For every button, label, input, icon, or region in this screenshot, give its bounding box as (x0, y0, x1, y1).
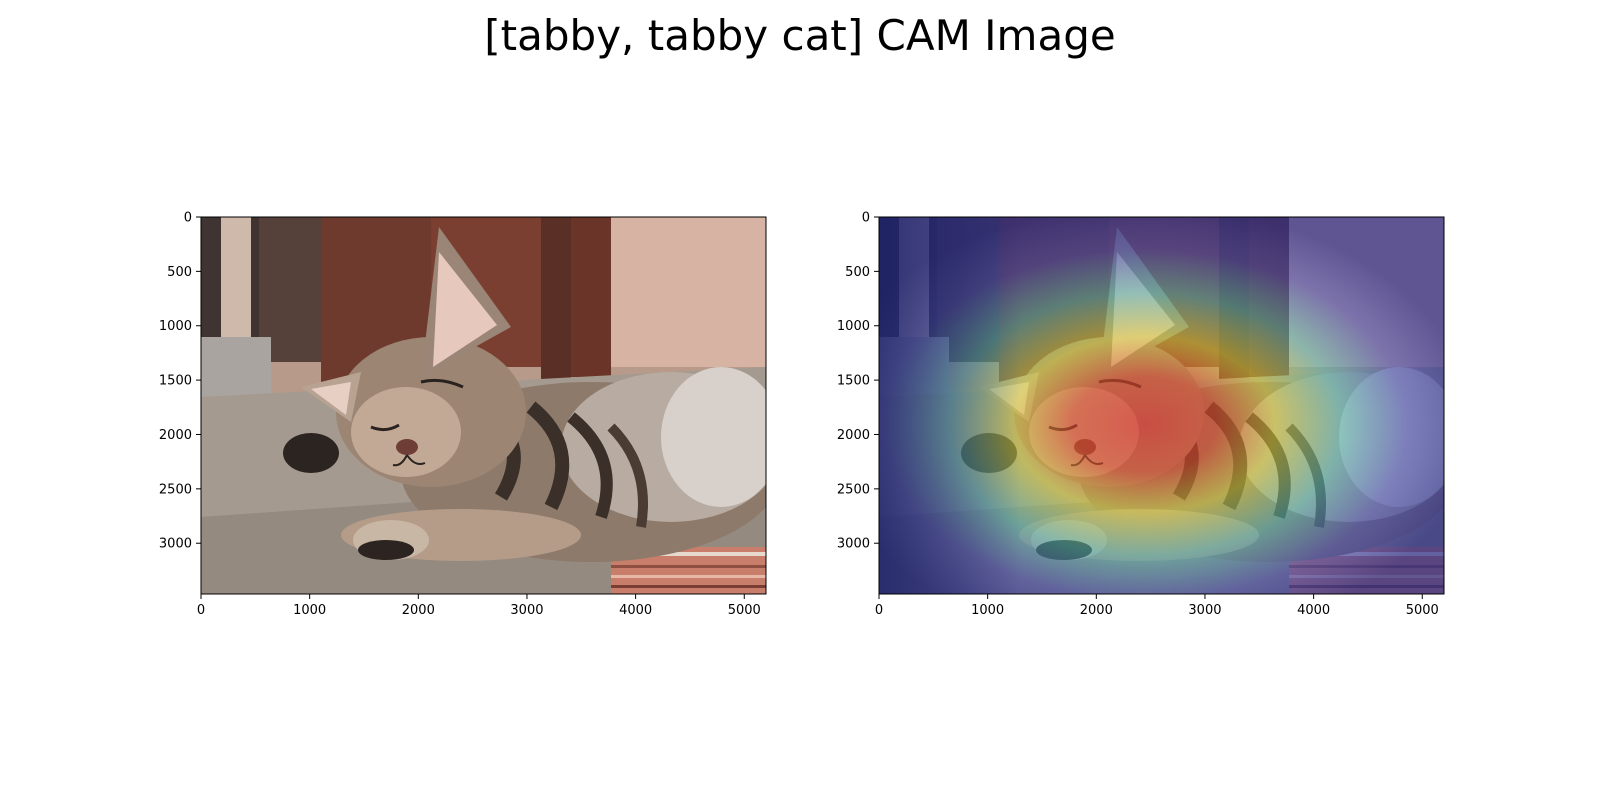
x-tick-label: 5000 (728, 603, 761, 618)
x-tick-label: 2000 (1080, 603, 1113, 618)
x-tick-label: 5000 (1406, 603, 1439, 618)
x-tick-label: 4000 (619, 603, 652, 618)
y-tick-label: 1500 (159, 374, 192, 389)
x-tick-label: 0 (875, 603, 883, 618)
y-tick-label: 0 (862, 211, 870, 226)
y-tick-label: 1500 (837, 374, 870, 389)
y-tick-label: 2500 (837, 482, 870, 497)
cam-heatmap-image (879, 217, 1444, 594)
original-photo-panel: 0 1000 2000 3000 4000 5000 0 500 1000 1500 2000 250… (159, 211, 781, 619)
axes-ticks: 0 1000 2000 3000 4000 5000 0 500 1000 1500 2000 250… (837, 211, 1439, 619)
kitten-photo (201, 217, 781, 594)
x-tick-label: 1000 (971, 603, 1004, 618)
x-tick-label: 0 (197, 603, 205, 618)
x-tick-label: 2000 (402, 603, 435, 618)
y-tick-label: 3000 (837, 537, 870, 552)
x-tick-label: 4000 (1297, 603, 1330, 618)
y-tick-label: 2000 (159, 428, 192, 443)
x-tick-label: 3000 (510, 603, 543, 618)
y-tick-label: 500 (167, 265, 192, 280)
y-tick-label: 500 (845, 265, 870, 280)
y-tick-label: 1000 (159, 319, 192, 334)
x-tick-label: 1000 (293, 603, 326, 618)
cam-overlay-panel: 0 1000 2000 3000 4000 5000 0 500 1000 1500 2000 250… (837, 211, 1445, 619)
y-tick-label: 2500 (159, 482, 192, 497)
figure-title: [tabby, tabby cat] CAM Image (484, 11, 1116, 60)
y-tick-label: 1000 (837, 319, 870, 334)
y-tick-label: 0 (184, 211, 192, 226)
panel-frame (878, 216, 1445, 595)
y-tick-label: 3000 (159, 537, 192, 552)
x-tick-label: 3000 (1188, 603, 1221, 618)
y-tick-label: 2000 (837, 428, 870, 443)
axes-ticks: 0 1000 2000 3000 4000 5000 0 500 1000 1500 2000 250… (159, 211, 761, 619)
panel-frame (200, 216, 767, 595)
